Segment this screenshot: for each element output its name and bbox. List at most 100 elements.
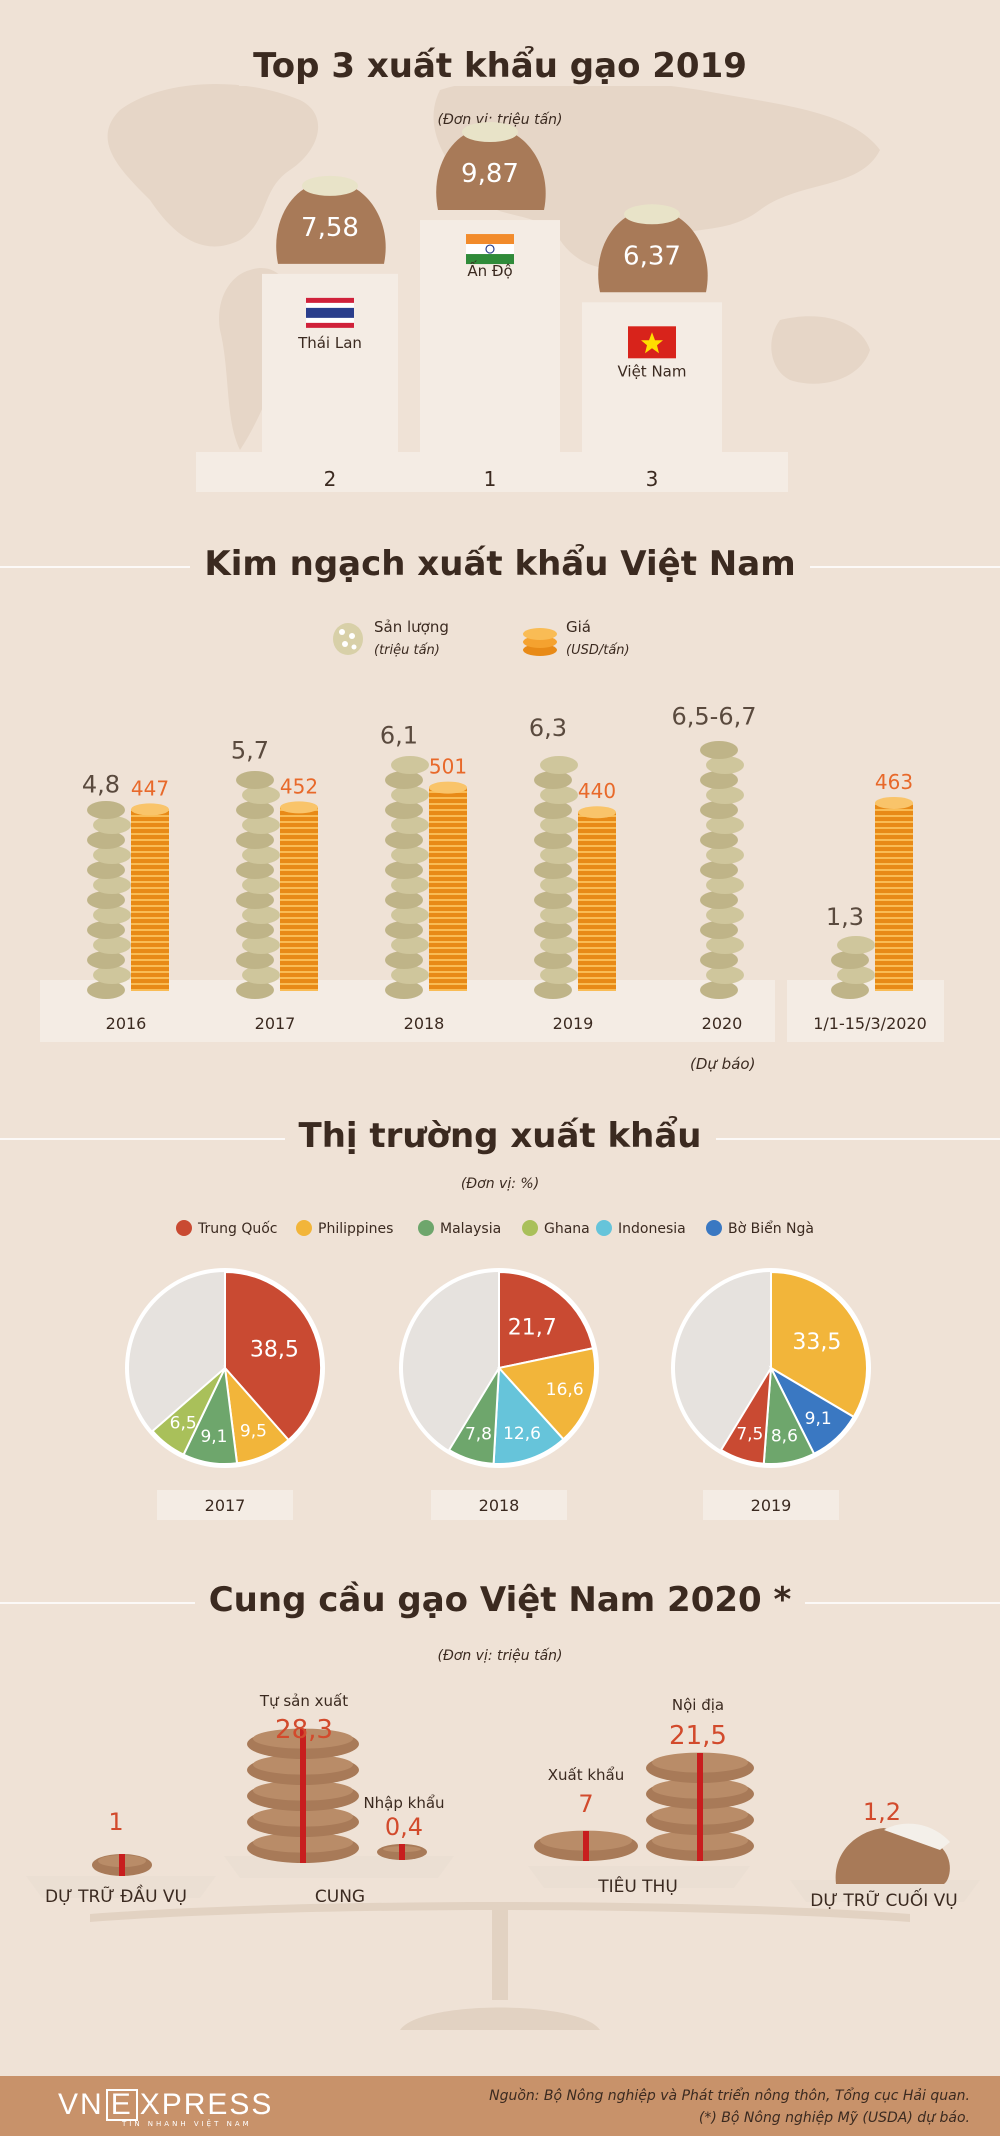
price-bar: [131, 803, 169, 991]
market-legend-item: Philippines: [296, 1220, 393, 1237]
year-label: 1/1-15/3/2020: [813, 1014, 927, 1033]
scale-pillar: [492, 1910, 508, 2000]
podium-value: 6,37: [623, 241, 681, 271]
svg-text:Malaysia: Malaysia: [440, 1221, 501, 1237]
sack-stack: [247, 1728, 427, 1863]
supply-unit: (Đơn vị: triệu tấn): [437, 1648, 563, 1664]
scale-beam: [90, 1902, 910, 1922]
group-label: TIÊU THỤ: [597, 1875, 678, 1897]
market-legend-item: Ghana: [522, 1220, 590, 1237]
legend-price-label: Giá: [566, 618, 591, 636]
footer: VN E XPRESS TIN NHANH VIỆT NAM Nguồn: Bộ N…: [0, 2076, 1000, 2136]
legend-volume-label: Sản lượng: [374, 618, 449, 636]
flag-icon: [628, 326, 676, 359]
market-unit: (Đơn vị: %): [460, 1176, 540, 1192]
year-label: 2020: [702, 1014, 743, 1033]
kim-ngach-chart: 4,8 447 2016 5,7 452 2017 6,1 501 2018 6,3 440 2019…: [40, 703, 944, 1042]
rice-sack: [436, 132, 546, 211]
scale-pan: [790, 1880, 980, 1902]
rank-label: 2: [324, 467, 337, 491]
pie-chart: 38,5 9,5 9,16,5: [125, 1268, 325, 1468]
open-sack: [835, 1823, 950, 1884]
volume-label: 4,8: [82, 771, 120, 799]
country-label: Ấn Độ: [467, 259, 512, 280]
pie-slice: [719, 1367, 772, 1465]
price-bar: [578, 806, 616, 991]
pie-slice: [770, 1270, 868, 1419]
volume-label: 6,1: [380, 721, 418, 749]
pie-slice-label: 12,6: [503, 1424, 541, 1444]
value-label: 1: [108, 1808, 123, 1836]
svg-text:Bờ Biển Ngà: Bờ Biển Ngà: [728, 1220, 814, 1237]
pie-year-plate: [157, 1490, 293, 1520]
item-name: Tự sản xuất: [259, 1692, 348, 1710]
pie-year-label: 2019: [751, 1496, 792, 1515]
market-legend-item: Malaysia: [418, 1220, 501, 1237]
market-legend-item: Indonesia: [596, 1220, 686, 1237]
pie-slice: [447, 1367, 500, 1465]
flag-icon: [466, 234, 514, 265]
scale-pan: [26, 1876, 216, 1898]
top3-unit: (Đơn vị: triệu tấn): [437, 112, 563, 128]
source-line-1: Nguồn: Bộ Nông nghiệp và Phát triển nông…: [489, 2088, 970, 2104]
volume-bar: [385, 756, 429, 999]
value-label: 7: [578, 1790, 593, 1818]
price-label: 501: [429, 755, 467, 779]
price-label: 452: [280, 774, 318, 798]
volume-bar: [534, 756, 578, 999]
rice-grains: [624, 204, 680, 225]
value-label: 28,3: [275, 1715, 333, 1745]
rice-sack: [598, 214, 708, 293]
flag-icon: [306, 297, 354, 328]
podium-base: [196, 452, 788, 492]
supply-title: Cung cầu gạo Việt Nam 2020 *: [0, 1580, 1000, 1620]
coin-legend-icon: [523, 628, 557, 656]
pie-slice-label: 38,5: [250, 1338, 299, 1363]
source-line-2: (*) Bộ Nông nghiệp Mỹ (USDA) dự báo.: [698, 2110, 970, 2126]
pie-slice-label: 21,7: [508, 1315, 557, 1340]
country-label: Việt Nam: [617, 362, 686, 380]
pie-slice: [497, 1347, 596, 1441]
pie-slice-label: 9,1: [200, 1427, 227, 1447]
pie-slice: [498, 1270, 595, 1370]
market-pie-charts: Trung Quốc Philippines Malaysia Ghana Indone…: [125, 1220, 871, 1520]
scale-foot: [400, 2007, 600, 2030]
value-label: 21,5: [669, 1721, 727, 1751]
brand-tagline: TIN NHANH VIỆT NAM: [122, 2120, 252, 2128]
pie-slice-label: 6,5: [170, 1414, 197, 1434]
brand-logo: VN E XPRESS: [58, 2088, 274, 2121]
pie-year-label: 2018: [479, 1496, 520, 1515]
svg-text:Indonesia: Indonesia: [618, 1221, 686, 1237]
volume-bar: [700, 741, 744, 999]
podium-value: 9,87: [461, 159, 519, 189]
svg-text:Ghana: Ghana: [544, 1221, 590, 1237]
volume-label: 6,3: [529, 714, 567, 742]
svg-text:Trung Quốc: Trung Quốc: [197, 1220, 278, 1237]
year-label: 2017: [255, 1014, 296, 1033]
market-legend-item: Trung Quốc: [176, 1220, 278, 1237]
pie-chart: 21,7 16,6 12,6 7,8: [399, 1268, 599, 1468]
pie-slice: [224, 1270, 322, 1442]
price-label: 447: [131, 776, 169, 800]
kim-title: Kim ngạch xuất khẩu Việt Nam: [0, 544, 1000, 584]
country-label: Thái Lan: [297, 334, 362, 352]
pie-year-plate: [703, 1490, 839, 1520]
pie-slice-label: 7,5: [736, 1424, 763, 1444]
rice-grains: [302, 175, 358, 196]
market-title: Thị trường xuất khẩu: [0, 1116, 1000, 1156]
year-label: 2016: [106, 1014, 147, 1033]
supply-demand-chart: 1 DỰ TRỮ ĐẦU VỤ Tự sản xuất 28,3 Nhập khẩu0,…: [26, 1692, 980, 2030]
year-label: 2019: [553, 1014, 594, 1033]
price-bar: [280, 801, 318, 991]
pie-slice: [492, 1365, 565, 1465]
pie-year-plate: [431, 1490, 567, 1520]
price-label: 463: [875, 770, 913, 794]
pie-slice-label: 8,6: [771, 1426, 798, 1446]
sack-stack: [92, 1854, 152, 1876]
legend-volume-unit: (triệu tấn): [374, 643, 440, 658]
value-label: 0,4: [385, 1813, 423, 1841]
pie-chart: 33,5 9,1 8,6 7,5: [671, 1268, 871, 1468]
item-name: Nhập khẩu: [363, 1794, 444, 1812]
pie-slice: [151, 1367, 226, 1456]
pie-slice-label: 9,5: [240, 1422, 267, 1442]
